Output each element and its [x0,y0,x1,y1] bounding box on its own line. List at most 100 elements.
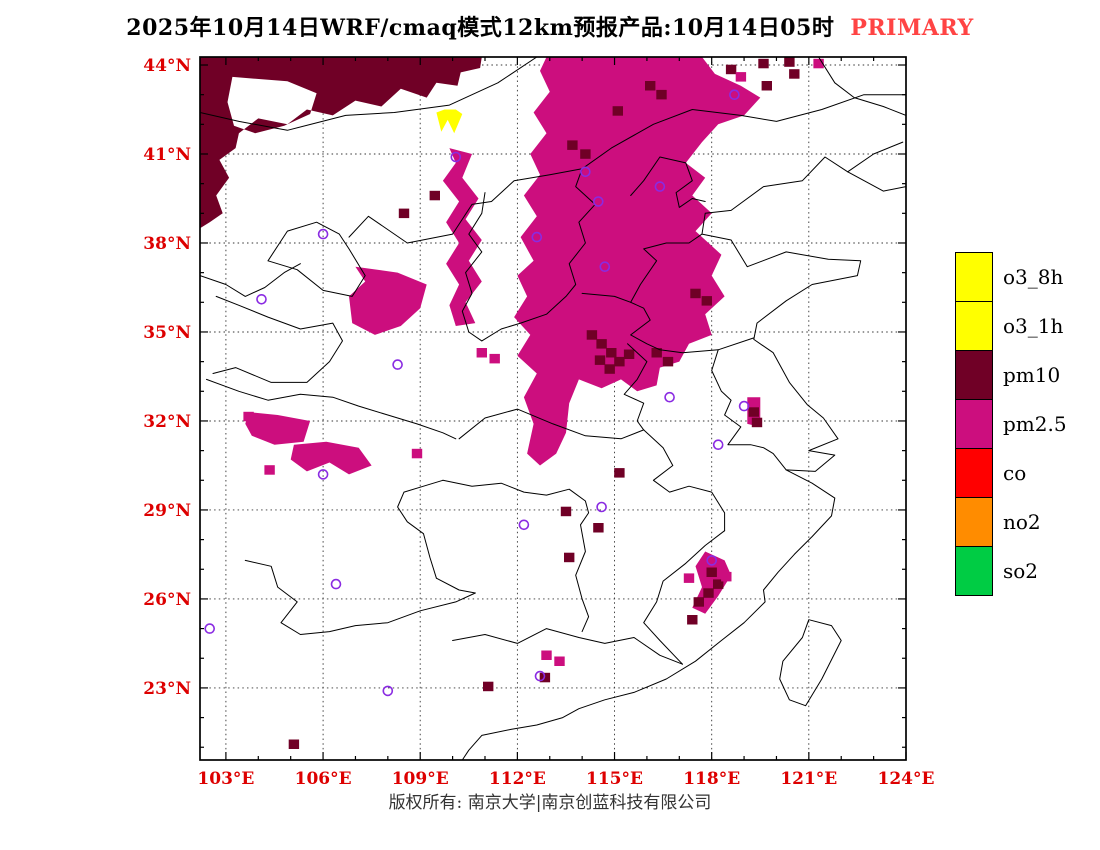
legend-swatch-co [955,448,993,498]
province-border [212,295,343,383]
cell-pm10 [614,356,625,367]
cell-pm10 [725,64,737,75]
province-border [200,57,538,131]
city-marker [596,501,607,513]
cell-pm10 [713,579,724,589]
cell-pm10 [604,364,615,374]
legend-swatch-so2 [955,546,993,596]
city-marker [729,89,740,100]
region-pm25 [349,266,427,335]
region-o3 [436,109,463,134]
province-border [435,577,476,594]
cell-pm25 [554,656,565,666]
city-marker [317,228,329,240]
city-marker [382,685,394,697]
copyright-footer: 版权所有: 南京大学|南京创蓝科技有限公司 [388,793,712,813]
province-border [643,429,726,532]
legend-swatch-o3_8h [955,252,993,302]
legend-item-no2: no2 [955,497,1067,547]
legend-item-o3_1h: o3_1h [955,301,1067,351]
cell-pm10 [645,81,656,91]
legend-item-pm10: pm10 [955,350,1067,400]
lon-tick-label: 112°E [489,769,546,789]
cell-pm10 [784,57,795,67]
coastline [461,156,906,760]
city-marker [654,181,666,192]
page-title: 2025年10月14日WRF/cmaq模式12km预报产品:10月14日05时 [126,15,835,41]
cell-pm25 [735,72,747,82]
legend-item-so2: so2 [955,546,1067,596]
province-border [818,57,906,116]
cell-pm10 [564,552,575,563]
city-marker [531,231,543,243]
legend-label: pm2.5 [1003,412,1067,436]
cell-pm25 [541,650,552,660]
cell-pm25 [489,353,500,364]
cell-pm10 [651,348,662,358]
legend-label: o3_1h [1003,314,1064,338]
province-border [267,221,366,297]
city-marker [580,166,591,178]
map-layers [200,57,906,760]
cell-pm10 [483,681,494,692]
cell-pm25 [476,348,487,358]
province-border [397,479,444,579]
region-pm25 [245,412,311,445]
province-border [623,343,648,431]
lat-tick-label: 44°N [143,56,191,76]
cell-pm10 [687,615,698,625]
cell-pm10 [761,81,772,91]
legend: o3_8h o3_1h pm10 pm2.5 co no2 so2 [955,252,1067,596]
cell-pm10 [701,296,712,306]
cell-pm10 [758,58,769,69]
cell-pm10 [703,588,714,598]
legend-swatch-pm2.5 [955,399,993,449]
city-marker [256,293,267,305]
lat-tick-label: 26°N [143,590,191,610]
cell-pm10 [614,468,625,478]
city-marker [738,400,750,412]
city-marker [534,670,546,682]
lat-tick-label: 38°N [143,234,191,254]
lat-tick-label: 29°N [143,501,191,521]
cell-pm10 [751,417,763,428]
cell-pm10 [398,208,410,219]
province-border [847,141,904,173]
province-border [200,263,301,297]
cell-pm10 [623,349,635,359]
province-border [581,292,755,354]
legend-item-co: co [955,448,1067,498]
lon-tick-label: 115°E [586,769,643,789]
province-border [461,192,486,342]
lon-tick-label: 103°E [197,769,254,789]
lon-tick-label: 109°E [392,769,449,789]
cell-pm25 [243,411,254,422]
cell-pm10 [789,69,800,79]
province-border [458,408,645,440]
legend-label: co [1003,461,1027,485]
province-border [452,628,683,665]
lat-tick-label: 35°N [143,323,191,343]
province-border [244,559,476,635]
city-marker [450,151,462,163]
cell-pm10 [596,339,607,349]
lon-tick-label: 106°E [295,769,352,789]
legend-item-o3_8h: o3_8h [955,252,1067,302]
province-border [711,349,787,471]
province-border [481,168,596,342]
city-marker [599,261,611,273]
region-pm25 [290,441,372,475]
cell-pm10 [690,288,701,299]
cell-pm25 [264,465,275,475]
province-border [630,233,703,303]
cell-pm25 [721,571,732,582]
cell-pm25 [683,573,695,583]
lon-tick-label: 121°E [780,769,837,789]
cell-pm25 [411,448,423,459]
cell-pm10 [656,89,667,100]
legend-label: no2 [1003,510,1041,534]
city-marker [317,469,329,480]
lat-tick-label: 32°N [143,412,191,432]
province-border [442,479,590,633]
